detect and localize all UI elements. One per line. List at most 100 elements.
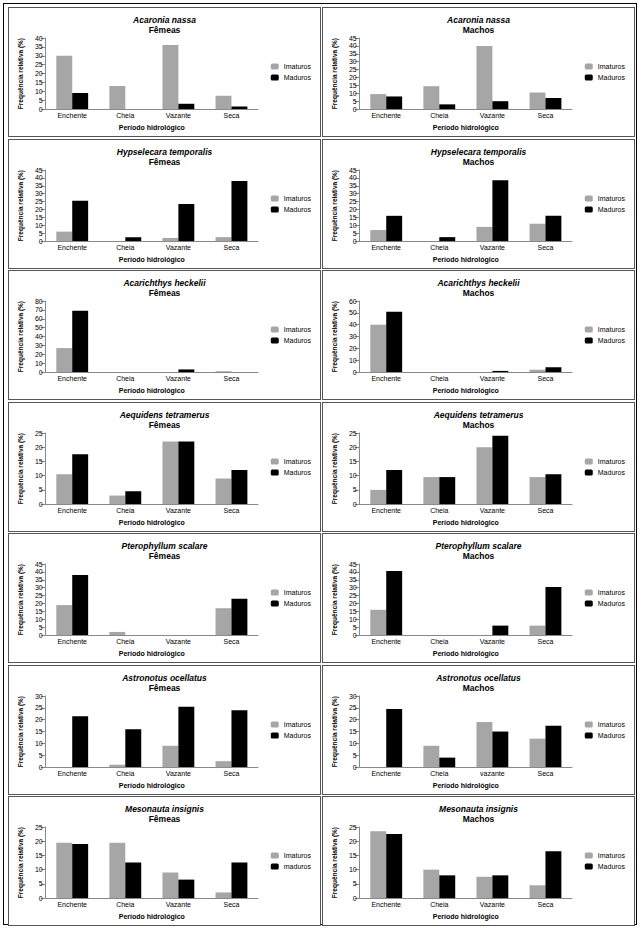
- svg-text:20: 20: [35, 838, 43, 845]
- svg-text:Maduros: Maduros: [284, 337, 312, 344]
- svg-text:Vazante: Vazante: [166, 770, 191, 777]
- svg-text:Acaronia nassa: Acaronia nassa: [132, 15, 196, 25]
- svg-text:0: 0: [39, 237, 43, 244]
- svg-text:Seca: Seca: [537, 244, 553, 251]
- svg-text:Enchente: Enchente: [57, 112, 87, 119]
- svg-text:Imaturos: Imaturos: [598, 326, 626, 333]
- svg-text:10: 10: [35, 866, 43, 873]
- svg-text:10: 10: [349, 221, 357, 228]
- svg-text:Vazante: Vazante: [166, 901, 191, 908]
- svg-text:50: 50: [349, 309, 357, 316]
- svg-text:0: 0: [353, 369, 357, 376]
- svg-text:Acarichthys heckelii: Acarichthys heckelii: [122, 278, 206, 288]
- svg-text:Mesonauta insignis: Mesonauta insignis: [125, 804, 204, 814]
- svg-text:Mesonauta insignis: Mesonauta insignis: [439, 804, 518, 814]
- svg-text:25: 25: [349, 704, 357, 711]
- svg-text:Cheia: Cheia: [430, 901, 448, 908]
- svg-text:0: 0: [353, 763, 357, 770]
- svg-text:Pterophyllum scalare: Pterophyllum scalare: [436, 541, 522, 551]
- svg-text:Seca: Seca: [223, 770, 239, 777]
- svg-text:Imaturos: Imaturos: [598, 63, 626, 70]
- svg-text:Período hidrológico: Período hidrológico: [119, 650, 185, 658]
- svg-text:Machos: Machos: [463, 682, 495, 692]
- svg-text:5: 5: [353, 486, 357, 493]
- svg-text:15: 15: [349, 852, 357, 859]
- svg-text:35: 35: [349, 576, 357, 583]
- svg-text:Aequidens tetramerus: Aequidens tetramerus: [119, 409, 210, 419]
- svg-text:20: 20: [349, 600, 357, 607]
- svg-text:5: 5: [353, 624, 357, 631]
- svg-text:Frequência relativa (%): Frequência relativa (%): [17, 432, 25, 503]
- svg-text:25: 25: [349, 66, 357, 73]
- svg-text:20: 20: [349, 345, 357, 352]
- svg-text:5: 5: [39, 751, 43, 758]
- svg-text:25: 25: [35, 592, 43, 599]
- svg-text:Frequência relativa (%): Frequência relativa (%): [17, 564, 25, 635]
- svg-text:Aequidens tetramerus: Aequidens tetramerus: [433, 409, 524, 419]
- svg-text:Cheia: Cheia: [430, 638, 448, 645]
- svg-text:Enchente: Enchente: [371, 507, 401, 514]
- svg-text:40: 40: [35, 333, 43, 340]
- svg-text:10: 10: [349, 739, 357, 746]
- svg-text:Cheia: Cheia: [116, 770, 134, 777]
- svg-text:Enchente: Enchente: [57, 507, 87, 514]
- svg-text:30: 30: [35, 190, 43, 197]
- svg-text:Período hidrológico: Período hidrológico: [119, 387, 185, 395]
- svg-text:Frequência relativa (%): Frequência relativa (%): [17, 695, 25, 766]
- svg-text:30: 30: [35, 584, 43, 591]
- svg-text:Período hidrológico: Período hidrológico: [119, 124, 185, 132]
- svg-text:Imaturos: Imaturos: [284, 721, 312, 728]
- svg-text:25: 25: [35, 198, 43, 205]
- svg-text:Vazante: Vazante: [480, 901, 505, 908]
- svg-text:Hypselecara temporalis: Hypselecara temporalis: [431, 146, 527, 156]
- svg-text:20: 20: [349, 838, 357, 845]
- svg-text:25: 25: [349, 429, 357, 436]
- svg-text:40: 40: [35, 35, 43, 42]
- svg-text:Machos: Machos: [463, 156, 495, 166]
- svg-text:Frequência relativa (%): Frequência relativa (%): [331, 38, 339, 109]
- svg-text:Vazante: Vazante: [480, 244, 505, 251]
- svg-text:5: 5: [353, 229, 357, 236]
- svg-text:20: 20: [35, 70, 43, 77]
- svg-text:Frequência relativa (%): Frequência relativa (%): [17, 827, 25, 898]
- svg-text:Imaturos: Imaturos: [598, 721, 626, 728]
- svg-text:Maduros: Maduros: [284, 469, 312, 476]
- svg-text:30: 30: [349, 333, 357, 340]
- svg-text:Maduros: Maduros: [598, 600, 626, 607]
- svg-text:maduros: maduros: [284, 863, 312, 870]
- svg-text:Pterophyllum scalare: Pterophyllum scalare: [122, 541, 208, 551]
- svg-text:Vazante: Vazante: [166, 375, 191, 382]
- svg-text:Maduros: Maduros: [598, 469, 626, 476]
- svg-text:Imaturos: Imaturos: [284, 458, 312, 465]
- svg-text:Cheia: Cheia: [116, 375, 134, 382]
- svg-text:10: 10: [35, 88, 43, 95]
- svg-text:25: 25: [35, 61, 43, 68]
- svg-text:10: 10: [349, 616, 357, 623]
- svg-text:15: 15: [35, 728, 43, 735]
- svg-text:45: 45: [349, 561, 357, 568]
- svg-text:Seca: Seca: [537, 375, 553, 382]
- svg-text:Astronotus ocellatus: Astronotus ocellatus: [435, 672, 521, 682]
- svg-text:0: 0: [39, 500, 43, 507]
- svg-text:Cheia: Cheia: [116, 638, 134, 645]
- svg-text:Maduros: Maduros: [598, 206, 626, 213]
- svg-text:Período hidrológico: Período hidrológico: [433, 256, 499, 264]
- svg-text:Imaturos: Imaturos: [598, 458, 626, 465]
- svg-text:Imaturos: Imaturos: [598, 852, 626, 859]
- svg-text:45: 45: [35, 561, 43, 568]
- svg-text:Frequência relativa (%): Frequência relativa (%): [331, 827, 339, 898]
- svg-text:Machos: Machos: [463, 419, 495, 429]
- svg-text:25: 25: [349, 198, 357, 205]
- svg-text:Vazante: Vazante: [166, 507, 191, 514]
- svg-text:25: 25: [35, 824, 43, 831]
- svg-text:15: 15: [349, 457, 357, 464]
- svg-text:10: 10: [35, 739, 43, 746]
- svg-text:Vazante: Vazante: [480, 638, 505, 645]
- svg-text:40: 40: [349, 321, 357, 328]
- svg-text:10: 10: [349, 472, 357, 479]
- svg-text:Enchente: Enchente: [371, 375, 401, 382]
- svg-text:Período hidrológico: Período hidrológico: [433, 913, 499, 921]
- svg-text:30: 30: [349, 190, 357, 197]
- svg-text:Maduros: Maduros: [284, 600, 312, 607]
- svg-text:Enchente: Enchente: [371, 244, 401, 251]
